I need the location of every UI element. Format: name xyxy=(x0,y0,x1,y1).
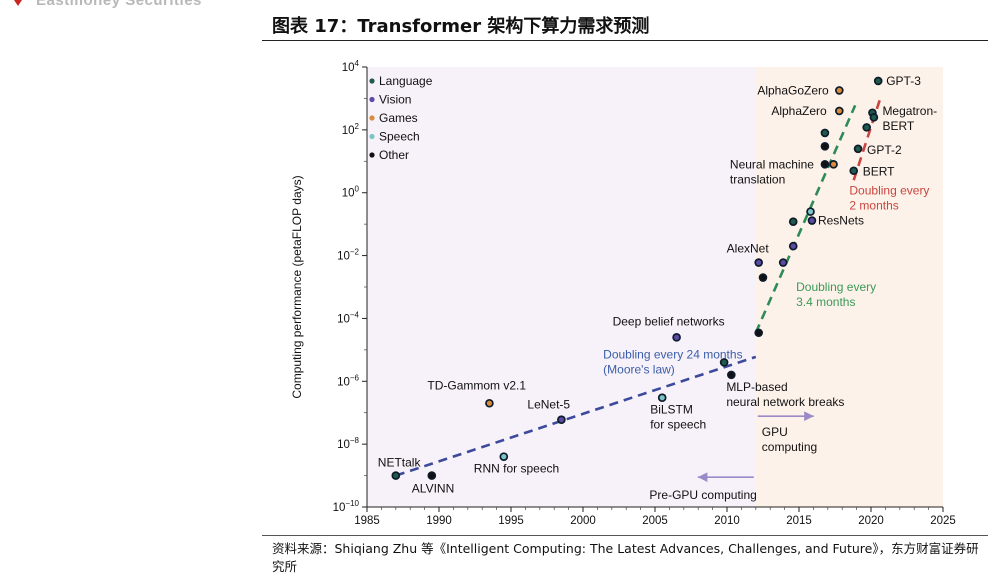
legend-marker-other xyxy=(369,152,375,158)
label-gpt2: GPT-2 xyxy=(867,143,902,157)
figure-title: 图表 17：Transformer 架构下算力需求预测 xyxy=(272,16,650,37)
annotation-moores-law: (Moore's law) xyxy=(603,362,675,376)
moores-law-trend-line xyxy=(395,355,757,477)
source-divider xyxy=(262,535,988,536)
legend-label-other: Other xyxy=(379,148,409,162)
data-point-vision xyxy=(809,217,815,224)
label-nmt: translation xyxy=(730,172,785,186)
legend-marker-speech xyxy=(369,133,375,140)
x-tick-label: 2000 xyxy=(570,515,596,527)
annotation-gpu: GPU xyxy=(762,425,788,439)
brand-name: Eastmoney Securities xyxy=(36,0,202,9)
label-lenet5: LeNet-5 xyxy=(527,398,570,412)
legend-marker-games xyxy=(369,115,375,121)
label-nettalk: NETtalk xyxy=(378,456,422,470)
label-bilstm: BiLSTM xyxy=(650,403,693,417)
y-tick-label: 10−2 xyxy=(337,248,359,263)
x-tick-label: 1990 xyxy=(426,515,452,527)
annotation-gpu-trend: Doubling every xyxy=(796,280,876,294)
data-point-other xyxy=(822,161,828,167)
label-resnets: ResNets xyxy=(818,214,864,228)
x-tick-label: 1985 xyxy=(354,515,380,527)
label-alexnet: AlexNet xyxy=(727,242,770,256)
brand-arrow-icon xyxy=(14,0,22,6)
label-alvinn: ALVINN xyxy=(412,482,454,496)
data-point-games xyxy=(836,87,842,94)
data-point-other xyxy=(429,472,435,479)
data-point-speech xyxy=(807,209,814,215)
annotation-gpu: computing xyxy=(762,440,817,454)
data-point-language xyxy=(822,130,828,136)
data-point-vision xyxy=(674,334,680,340)
y-tick-label: 10−6 xyxy=(337,373,359,388)
label-mlp: MLP-based xyxy=(726,380,787,394)
data-point-games xyxy=(836,108,842,114)
label-bilstm: for speech xyxy=(650,418,706,432)
data-point-other xyxy=(822,143,828,149)
legend-label-vision: Vision xyxy=(379,93,411,107)
y-tick-label: 10−10 xyxy=(333,499,360,514)
data-point-vision xyxy=(780,259,786,266)
data-point-other xyxy=(728,372,734,378)
label-rnn-speech: RNN for speech xyxy=(474,462,559,476)
gpu-trend-line xyxy=(754,104,857,334)
label-alphazero: AlphaZero xyxy=(771,104,827,118)
data-point-games xyxy=(486,400,492,406)
data-point-games xyxy=(830,161,837,167)
data-point-vision xyxy=(756,259,762,266)
annotation-transformer-trend: 2 months xyxy=(849,199,898,213)
data-point-language xyxy=(875,78,881,84)
x-tick-label: 2010 xyxy=(714,515,740,527)
data-point-language xyxy=(871,114,877,120)
legend-label-speech: Speech xyxy=(379,130,420,144)
label-deep-belief: Deep belief networks xyxy=(613,314,725,328)
data-point-vision xyxy=(558,417,564,423)
x-tick-label: 2025 xyxy=(930,515,956,527)
data-point-speech xyxy=(501,454,507,460)
data-point-vision xyxy=(790,243,796,249)
label-gpt3: GPT-3 xyxy=(886,74,921,88)
y-tick-label: 104 xyxy=(342,59,360,74)
label-nmt: Neural machine xyxy=(730,157,814,171)
y-tick-label: 100 xyxy=(342,185,360,200)
compute-growth-chart: 1985 1990 1995 2000 2005 2010 2015 2020 2025 10−1… xyxy=(290,59,956,527)
legend-marker-language xyxy=(369,78,375,84)
source-note: 资料来源：Shiqiang Zhu 等《Intelligent Computin… xyxy=(272,541,979,574)
label-td-gammon: TD-Gammom v2.1 xyxy=(427,378,526,392)
data-point-language xyxy=(851,168,857,174)
label-alphagozero: AlphaGoZero xyxy=(757,83,829,97)
data-point-speech xyxy=(659,395,665,401)
gpu-region xyxy=(755,67,943,507)
annotation-moores-law: Doubling every 24 months xyxy=(603,347,742,361)
y-tick-label: 10−8 xyxy=(337,436,359,451)
label-megatron-bert: BERT xyxy=(882,119,914,133)
data-point-language xyxy=(855,146,861,152)
data-point-language xyxy=(393,472,399,479)
data-point-language xyxy=(790,219,796,225)
data-point-other xyxy=(756,330,762,336)
x-tick-label: 2005 xyxy=(642,515,668,527)
legend-label-games: Games xyxy=(379,111,418,125)
annotation-transformer-trend: Doubling every xyxy=(849,184,929,198)
annotation-gpu-trend: 3.4 months xyxy=(796,295,855,309)
label-megatron-bert: Megatron- xyxy=(882,104,937,118)
x-tick-label: 2020 xyxy=(858,515,884,527)
label-bert: BERT xyxy=(863,165,895,179)
data-point-other xyxy=(760,274,766,281)
y-tick-label: 10−4 xyxy=(337,310,359,325)
legend-marker-vision xyxy=(369,96,375,103)
legend-label-language: Language xyxy=(379,74,433,88)
annotation-pre-gpu: Pre-GPU computing xyxy=(649,488,756,502)
x-tick-label: 2015 xyxy=(786,515,812,527)
y-axis-label: Computing performance (petaFLOP days) xyxy=(290,175,304,398)
x-tick-label: 1995 xyxy=(498,515,524,527)
data-point-language xyxy=(721,359,727,365)
y-tick-label: 102 xyxy=(342,122,360,137)
pre-gpu-region xyxy=(367,67,756,507)
data-point-language xyxy=(864,124,870,130)
label-mlp: neural network breaks xyxy=(726,395,844,409)
title-divider xyxy=(262,40,988,41)
